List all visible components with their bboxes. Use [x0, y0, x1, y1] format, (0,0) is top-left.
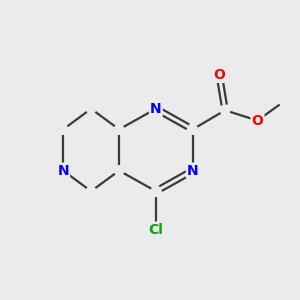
- Text: N: N: [57, 164, 69, 178]
- Text: O: O: [213, 68, 225, 82]
- Text: O: O: [251, 114, 263, 128]
- Text: N: N: [150, 102, 162, 116]
- Text: Cl: Cl: [148, 223, 163, 236]
- Text: N: N: [187, 164, 199, 178]
